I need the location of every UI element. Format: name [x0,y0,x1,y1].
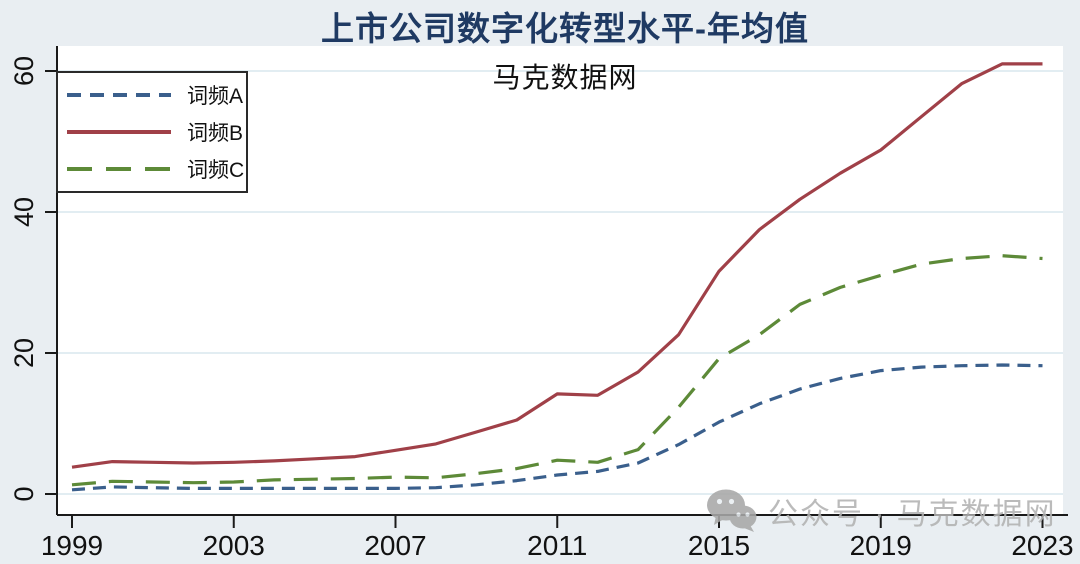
legend-line-sample-0 [67,93,171,98]
x-tick-label-2003: 2003 [203,530,265,561]
legend-item: 词频C [58,152,246,186]
wechat-icon [707,489,757,532]
chart-title: 上市公司数字化转型水平-年均值 [321,10,809,47]
y-tick-label-60: 60 [9,56,39,86]
x-tick-label-2011: 2011 [527,530,587,561]
x-tick-label-2015: 2015 [688,530,750,561]
x-tick-label-2023: 2023 [1011,530,1073,561]
legend-item: 词频A [58,78,246,112]
legend-line-sample-2 [67,166,171,171]
series-line-词频B [71,62,1043,469]
legend-label: 词频C [187,158,245,182]
legend-item: 词频B [58,115,246,149]
x-tick-label-1999: 1999 [41,530,103,561]
series-line-词频A [71,363,1043,492]
legend-label: 词频B [187,121,244,145]
series-line-词频C [71,254,1043,487]
watermark: 公众号 · 马克数据网 [706,488,1057,534]
legend-label: 词频A [187,85,244,109]
x-tick-label-2019: 2019 [850,530,912,561]
y-tick-label-40: 40 [9,197,39,227]
y-tick-label-0: 0 [9,486,39,501]
x-tick-label-2007: 2007 [364,530,426,561]
legend-line-sample-1 [67,129,171,134]
watermark-text: 公众号 · 马克数据网 [768,498,1057,531]
chart-subtitle: 马克数据网 [492,62,638,93]
y-tick-label-20: 20 [9,338,39,368]
legend: 词频A 词频B 词频C [56,71,248,193]
